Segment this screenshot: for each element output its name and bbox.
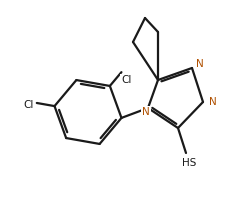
Text: N: N bbox=[209, 97, 217, 107]
Text: HS: HS bbox=[182, 158, 196, 168]
Text: Cl: Cl bbox=[24, 100, 34, 110]
Text: N: N bbox=[196, 59, 204, 69]
Text: Cl: Cl bbox=[121, 75, 132, 85]
Text: N: N bbox=[142, 107, 150, 117]
